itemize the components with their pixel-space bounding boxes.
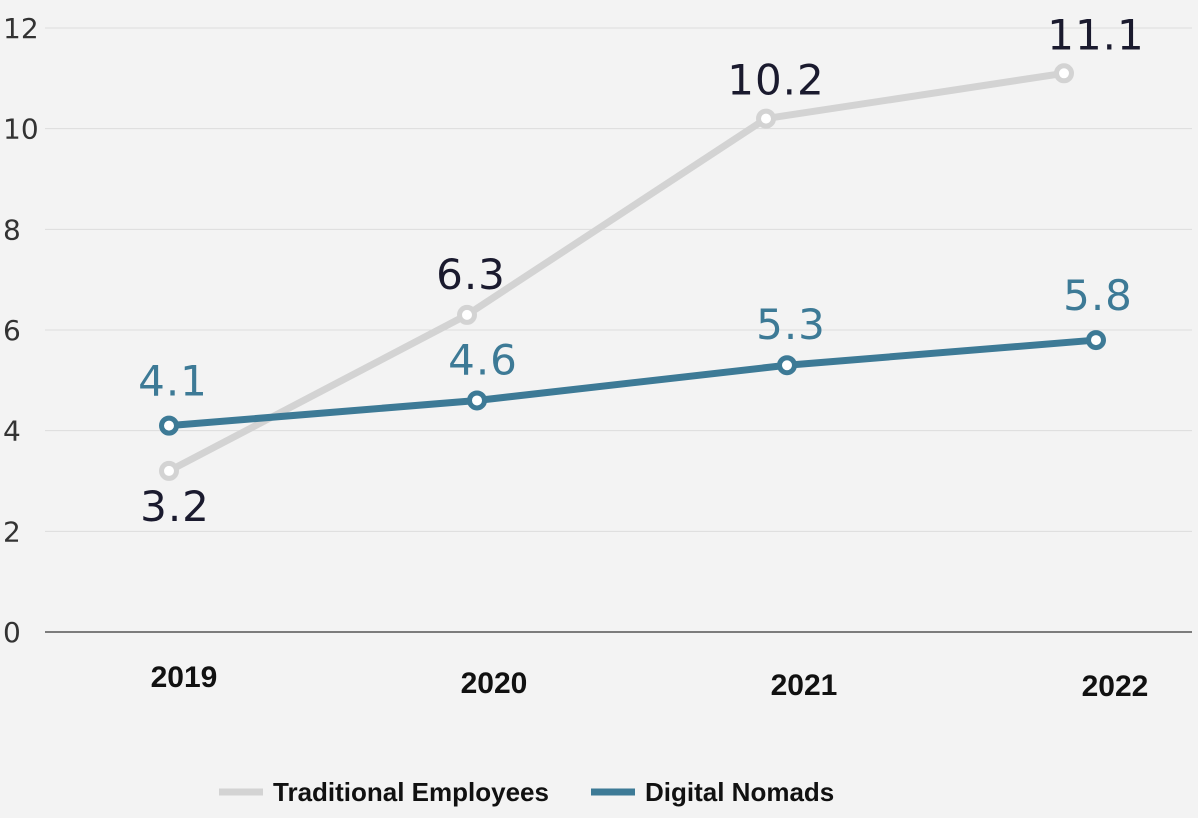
data-label: 5.3: [756, 300, 826, 349]
data-label: 3.2: [140, 482, 210, 531]
data-label: 4.6: [448, 335, 518, 384]
data-point: [159, 415, 179, 436]
series-digital-nomads: 4.1 4.6 5.3 5.8: [138, 271, 1133, 436]
y-tick-label: 12: [3, 12, 39, 45]
x-tick-label: 2022: [1082, 670, 1149, 703]
data-point: [777, 355, 797, 376]
data-point: [159, 460, 179, 481]
data-label: 11.1: [1047, 10, 1145, 59]
series-line: [165, 69, 1068, 475]
y-tick-label: 8: [3, 213, 21, 246]
data-label: 6.3: [436, 250, 506, 299]
x-tick-label: 2019: [151, 661, 218, 694]
data-label: 4.1: [138, 357, 208, 406]
legend-label-traditional-employees: Traditional Employees: [273, 777, 549, 807]
y-tick-label: 6: [3, 314, 21, 347]
data-label: 10.2: [727, 56, 825, 105]
y-tick-label: 10: [3, 113, 39, 146]
data-point: [756, 108, 776, 129]
series-line: [165, 336, 1100, 430]
data-label: 5.8: [1063, 271, 1133, 320]
series-traditional-employees: 3.2 6.3 10.2 11.1: [140, 10, 1145, 531]
y-tick-label: 0: [3, 616, 21, 649]
legend-label-digital-nomads: Digital Nomads: [645, 777, 834, 807]
x-axis: 2019 2020 2021 2022: [151, 661, 1149, 703]
data-point: [457, 304, 477, 325]
data-point: [1054, 63, 1074, 84]
data-point: [1086, 330, 1106, 351]
gridlines: [45, 27, 1192, 633]
y-tick-label: 2: [3, 515, 21, 548]
x-tick-label: 2021: [771, 669, 838, 702]
data-point: [467, 390, 487, 411]
legend: Traditional Employees Digital Nomads: [219, 777, 834, 807]
x-tick-label: 2020: [461, 667, 528, 700]
y-tick-label: 4: [3, 415, 21, 448]
y-axis: 0 2 4 6 8 10 12: [3, 12, 39, 649]
